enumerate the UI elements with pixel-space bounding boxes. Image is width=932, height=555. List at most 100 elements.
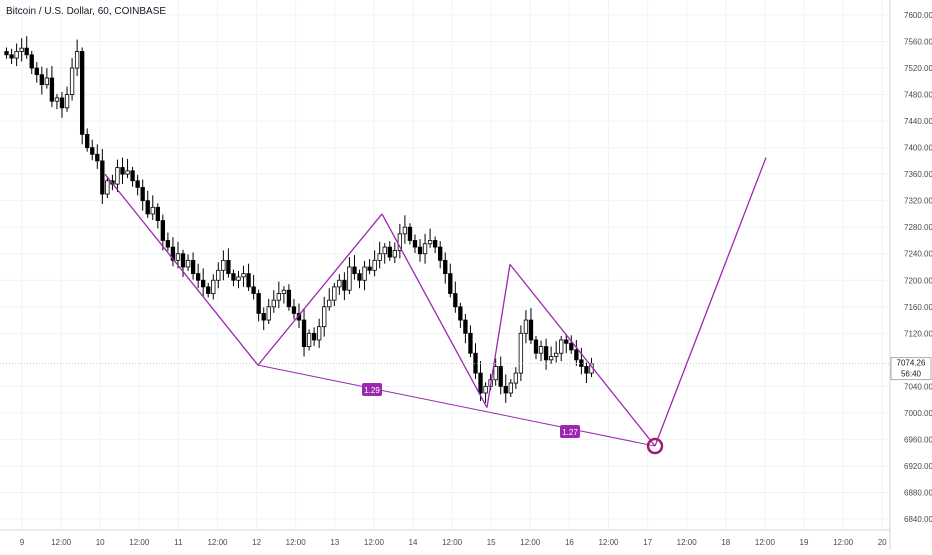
candle bbox=[533, 335, 539, 360]
candle bbox=[584, 362, 589, 384]
candle bbox=[276, 281, 281, 309]
time-tick-label: 16 bbox=[565, 538, 574, 547]
candle bbox=[306, 329, 312, 351]
candle bbox=[59, 91, 65, 118]
price-tick-label: 7000.00 bbox=[904, 409, 932, 418]
candle bbox=[246, 263, 251, 291]
candle bbox=[291, 298, 297, 320]
candle bbox=[332, 282, 337, 307]
candle bbox=[64, 86, 70, 112]
candle bbox=[85, 128, 90, 152]
candle bbox=[337, 274, 342, 295]
current-price-tag: 7074.26 56:40 bbox=[890, 357, 932, 381]
svg-text:1.27: 1.27 bbox=[562, 428, 578, 437]
candle bbox=[49, 66, 55, 108]
candle bbox=[120, 157, 125, 185]
candle bbox=[564, 333, 569, 354]
time-tick-label: 10 bbox=[96, 538, 105, 547]
candle bbox=[574, 339, 579, 366]
candle bbox=[347, 257, 352, 295]
candle bbox=[160, 214, 166, 251]
price-tick-label: 6880.00 bbox=[904, 488, 932, 497]
candle bbox=[569, 335, 574, 354]
pattern-leg bbox=[486, 264, 511, 408]
candle bbox=[125, 158, 130, 179]
candle bbox=[528, 308, 534, 344]
candle bbox=[412, 234, 418, 254]
candle bbox=[382, 243, 387, 264]
candle bbox=[105, 176, 110, 199]
candle bbox=[9, 48, 14, 65]
price-tick-label: 7160.00 bbox=[904, 303, 932, 312]
candle bbox=[554, 341, 559, 363]
candle bbox=[140, 179, 145, 211]
candle bbox=[226, 248, 231, 278]
candle bbox=[271, 290, 276, 313]
price-tick-label: 7200.00 bbox=[904, 276, 932, 285]
price-tick-label: 7400.00 bbox=[904, 144, 932, 153]
pattern-leg bbox=[654, 157, 767, 447]
candle bbox=[281, 286, 287, 304]
candle bbox=[468, 325, 473, 358]
candle bbox=[342, 272, 347, 301]
price-tick-label: 7120.00 bbox=[904, 329, 932, 338]
price-tick-label: 7600.00 bbox=[904, 11, 932, 20]
candle bbox=[190, 252, 196, 280]
target-circle bbox=[646, 437, 664, 455]
price-tick-label: 6840.00 bbox=[904, 515, 932, 524]
candle bbox=[155, 203, 160, 229]
candle bbox=[372, 250, 377, 277]
candle bbox=[175, 241, 181, 269]
candle bbox=[145, 190, 150, 218]
pattern-leg bbox=[509, 263, 656, 447]
price-tick-label: 7360.00 bbox=[904, 170, 932, 179]
time-tick-label: 12:00 bbox=[364, 538, 385, 547]
candle bbox=[483, 382, 488, 403]
ratio-label: 1.29 bbox=[362, 383, 382, 396]
candle bbox=[201, 268, 206, 297]
candle bbox=[165, 232, 171, 252]
candle bbox=[432, 236, 438, 254]
candle bbox=[387, 241, 392, 262]
candle bbox=[427, 228, 433, 248]
price-tick-label: 6960.00 bbox=[904, 435, 932, 444]
time-tick-label: 12:00 bbox=[520, 538, 541, 547]
candle bbox=[417, 239, 423, 262]
candle bbox=[286, 284, 292, 311]
candle bbox=[357, 269, 362, 289]
candle bbox=[4, 47, 9, 59]
time-tick-label: 18 bbox=[721, 538, 730, 547]
time-tick-label: 12:00 bbox=[442, 538, 463, 547]
candle bbox=[377, 241, 382, 269]
candle bbox=[397, 223, 403, 259]
candle bbox=[503, 374, 508, 403]
candle bbox=[251, 274, 256, 300]
candle bbox=[211, 274, 216, 300]
pattern-leg bbox=[257, 213, 383, 366]
candle bbox=[543, 338, 549, 370]
candle bbox=[221, 250, 226, 281]
time-tick-label: 12:00 bbox=[207, 538, 228, 547]
harmonic-pattern[interactable]: 1.29 1.27 bbox=[104, 157, 767, 455]
candle bbox=[453, 281, 458, 313]
candle bbox=[100, 148, 105, 204]
price-tick-label: 7280.00 bbox=[904, 223, 932, 232]
candle bbox=[24, 36, 29, 59]
candle bbox=[311, 327, 317, 346]
candle bbox=[29, 50, 34, 75]
candle bbox=[367, 259, 372, 275]
candle bbox=[44, 68, 50, 89]
candle bbox=[317, 318, 322, 348]
candle bbox=[518, 325, 524, 382]
candle bbox=[34, 62, 39, 83]
candle bbox=[559, 335, 564, 362]
candle bbox=[69, 58, 75, 101]
candle bbox=[362, 261, 367, 291]
candle bbox=[422, 233, 428, 264]
time-tick-label: 12:00 bbox=[129, 538, 150, 547]
candle bbox=[90, 139, 95, 161]
price-tick-label: 7560.00 bbox=[904, 38, 932, 47]
candle bbox=[266, 298, 271, 325]
